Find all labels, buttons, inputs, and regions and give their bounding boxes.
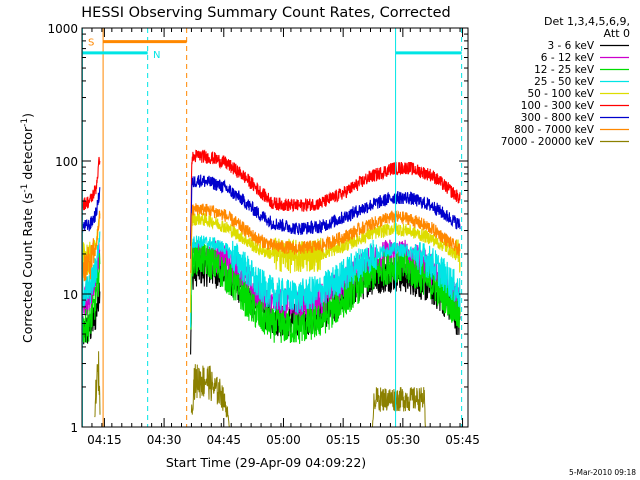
- series-3: [81, 231, 461, 328]
- series-8-line-0: [94, 351, 101, 418]
- chart-title: HESSI Observing Summary Count Rates, Cor…: [81, 5, 450, 21]
- x-axis-label: Start Time (29-Apr-09 04:09:22): [166, 455, 366, 470]
- x-axis: 04:15 04:30 04:45 05:00 05:15 05:30 05:45: [81, 28, 480, 447]
- legend-label-1: 6 - 12 keV: [541, 52, 595, 64]
- legend-label-0: 3 - 6 keV: [547, 40, 594, 52]
- series-3-line-0: [81, 231, 101, 308]
- series-5-line-1: [190, 149, 461, 247]
- legend-label-7: 800 - 7000 keV: [514, 124, 595, 136]
- x-tick-label-2: 04:45: [206, 433, 241, 447]
- legend-label-8: 7000 - 20000 keV: [501, 136, 595, 148]
- legend-label-3: 25 - 50 keV: [534, 76, 595, 88]
- x-tick-label-3: 05:00: [266, 433, 301, 447]
- legend-label-6: 300 - 800 keV: [521, 112, 595, 124]
- x-tick-label-1: 04:30: [147, 433, 182, 447]
- y-axis: 1 10 100 1000: [47, 22, 468, 435]
- y-label-sup1: -1: [20, 184, 30, 193]
- plot-frame: [81, 27, 469, 428]
- series-2-line-1: [190, 240, 461, 344]
- y-label-sup2: -1: [20, 118, 30, 127]
- y-label-mid: detector: [20, 126, 35, 184]
- legend-header-2: Att 0: [604, 27, 630, 40]
- legend-label-4: 50 - 100 keV: [527, 88, 594, 100]
- s-label: S: [88, 38, 94, 49]
- y-label-end: ): [20, 113, 35, 118]
- series-7-line-1: [190, 203, 461, 273]
- plot-content: [81, 149, 461, 428]
- x-tick-label-4: 05:15: [326, 433, 361, 447]
- series-3-line-1: [190, 235, 461, 328]
- series-7-line-0: [81, 210, 101, 282]
- series-6-line-0: [81, 187, 101, 233]
- x-tick-label-6: 05:45: [445, 433, 480, 447]
- series-2: [81, 240, 461, 344]
- y-axis-label: Corrected Count Rate (s-1 detector-1): [20, 113, 35, 343]
- legend-label-5: 100 - 300 keV: [521, 100, 595, 112]
- series-8-line-1: [190, 364, 426, 428]
- legend-header-1: Det 1,3,4,5,6,9,: [544, 15, 630, 28]
- series-4-line-1: [190, 211, 461, 313]
- legend-label-2: 12 - 25 keV: [534, 64, 595, 76]
- series-8: [94, 351, 426, 428]
- y-tick-label-2: 100: [55, 155, 78, 169]
- y-label-main: Corrected Count Rate (s: [20, 193, 35, 343]
- x-tick-label-5: 05:30: [386, 433, 421, 447]
- x-tick-label-0: 04:15: [87, 433, 122, 447]
- y-tick-label-1: 10: [63, 288, 78, 302]
- n-label: N: [153, 50, 160, 61]
- y-tick-label-3: 1000: [47, 22, 78, 36]
- series-2-line-0: [81, 253, 101, 343]
- series-6: [81, 174, 461, 259]
- y-tick-label-0: 1: [70, 421, 78, 435]
- series-7: [81, 203, 461, 282]
- plot-timestamp: 5-Mar-2010 09:18: [569, 468, 636, 477]
- series-6-line-1: [190, 174, 461, 259]
